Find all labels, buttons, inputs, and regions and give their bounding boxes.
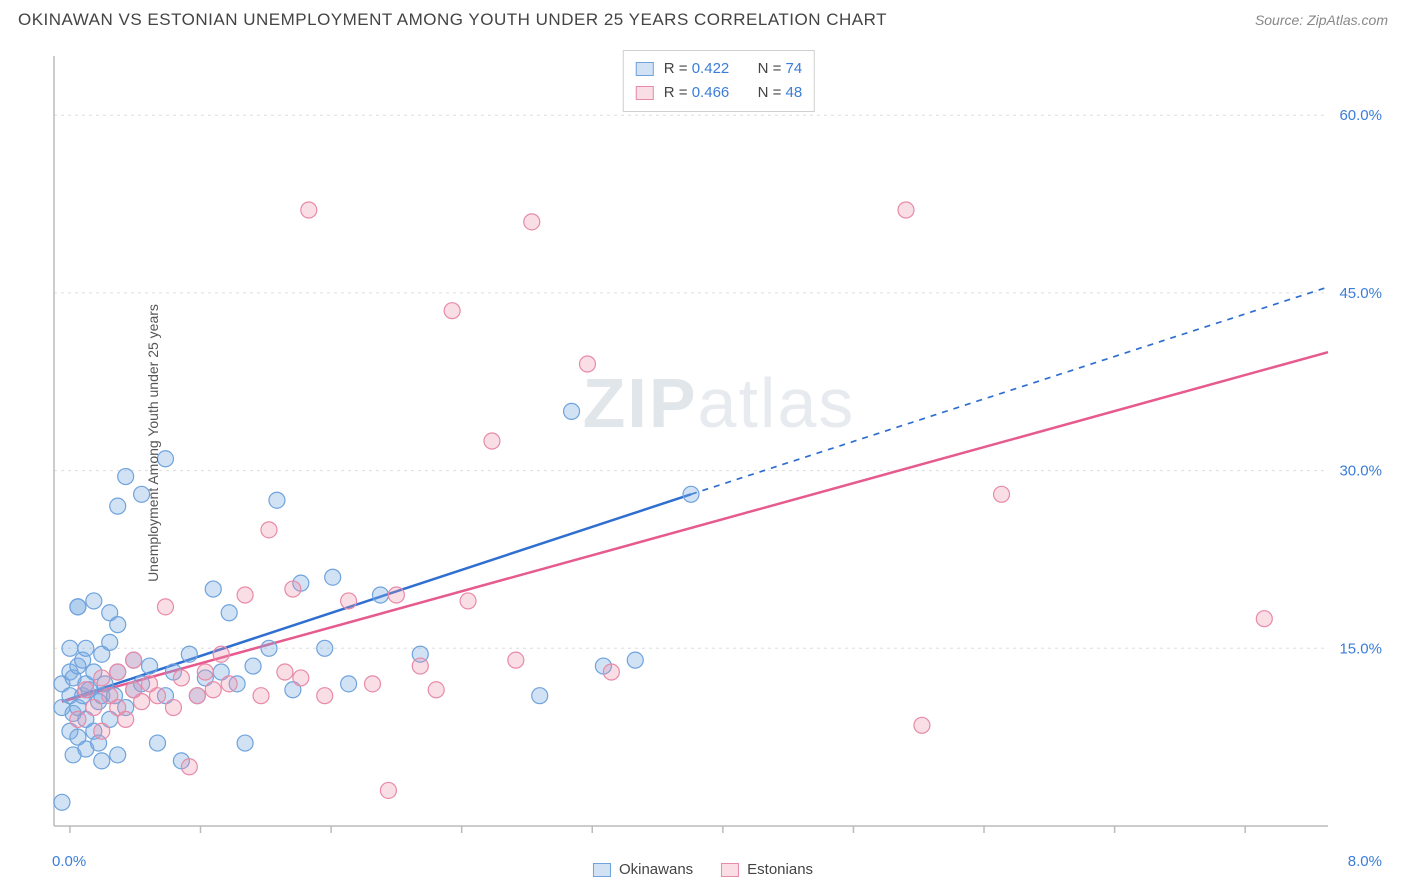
svg-text:15.0%: 15.0% [1339,640,1382,657]
series-legend: Okinawans Estonians [593,861,813,878]
svg-text:60.0%: 60.0% [1339,107,1382,124]
series-name: Estonians [747,861,813,878]
x-axis-min-label: 0.0% [52,853,86,870]
legend-swatch [636,62,654,76]
chart-title: OKINAWAN VS ESTONIAN UNEMPLOYMENT AMONG … [18,10,887,30]
stats-legend: R = 0.422 N = 74 R = 0.466 N = 48 [623,50,815,112]
n-label: N = 48 [758,81,803,105]
x-axis-max-label: 8.0% [1348,853,1382,870]
legend-swatch [721,863,739,877]
series-legend-item: Estonians [721,861,813,878]
svg-text:45.0%: 45.0% [1339,285,1382,302]
legend-swatch [636,86,654,100]
r-label: R = 0.466 [664,81,729,105]
plot-area: Unemployment Among Youth under 25 years … [50,46,1388,840]
stats-legend-row: R = 0.466 N = 48 [636,81,802,105]
y-axis-label: Unemployment Among Youth under 25 years [145,304,161,582]
svg-text:30.0%: 30.0% [1339,463,1382,480]
r-label: R = 0.422 [664,57,729,81]
scatter-plot: 15.0% 30.0% 45.0% 60.0% [50,46,1388,840]
stats-legend-row: R = 0.422 N = 74 [636,57,802,81]
n-label: N = 74 [758,57,803,81]
legend-swatch [593,863,611,877]
header: OKINAWAN VS ESTONIAN UNEMPLOYMENT AMONG … [0,0,1406,36]
series-legend-item: Okinawans [593,861,693,878]
series-name: Okinawans [619,861,693,878]
source-label: Source: ZipAtlas.com [1255,12,1388,28]
